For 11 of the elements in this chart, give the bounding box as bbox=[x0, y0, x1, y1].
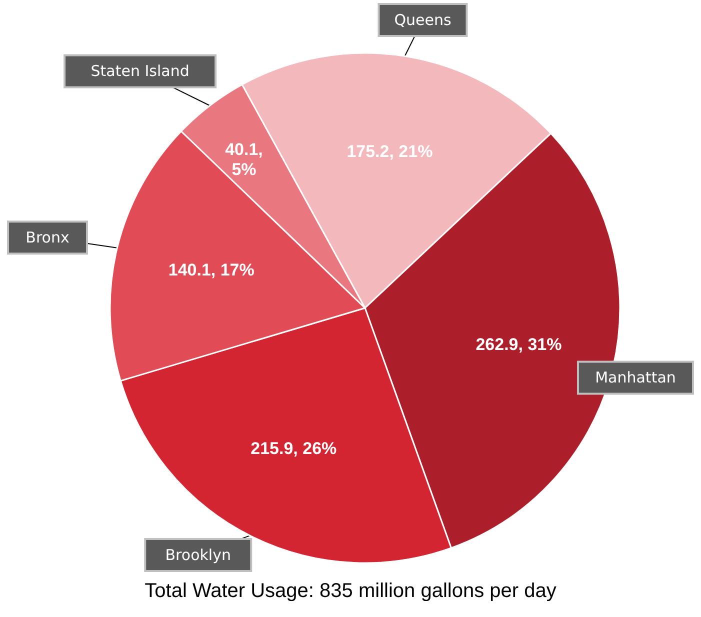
data-label: 215.9, 26% bbox=[250, 439, 337, 458]
slice-label: Bronx bbox=[26, 228, 70, 247]
data-label: 40.1, 5% bbox=[225, 140, 263, 180]
slice-label: Brooklyn bbox=[165, 546, 231, 564]
slice-label: Staten Island bbox=[90, 62, 190, 80]
data-label: 175.2, 21% bbox=[346, 142, 433, 161]
slice-label: Queens bbox=[394, 11, 452, 29]
data-label: 140.1, 17% bbox=[168, 260, 254, 280]
data-label: 262.9, 31% bbox=[476, 334, 562, 354]
text: Total Water Usage: 835 million gallons per day bbox=[144, 580, 556, 602]
slice-label: Manhattan bbox=[595, 368, 676, 387]
